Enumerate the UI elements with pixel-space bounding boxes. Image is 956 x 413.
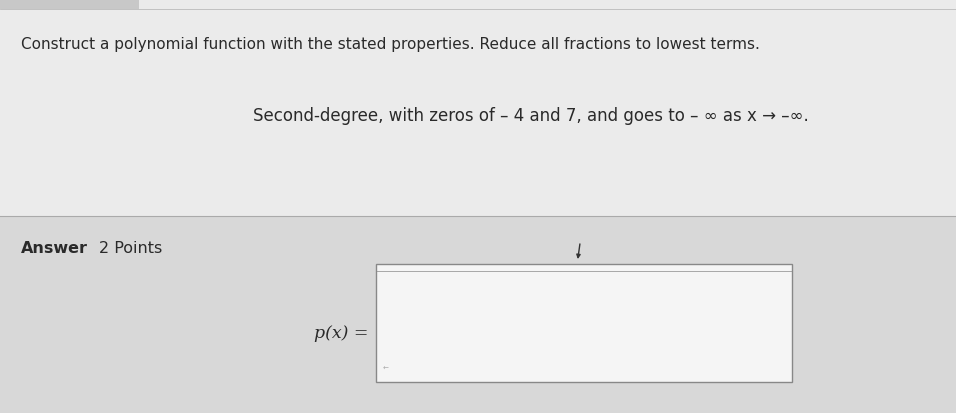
Text: ←: ← [382, 365, 388, 370]
Text: Construct a polynomial function with the stated properties. Reduce all fractions: Construct a polynomial function with the… [21, 37, 760, 52]
Bar [0, 0, 956, 217]
Text: 2 Points: 2 Points [99, 240, 163, 255]
Bar [376, 264, 792, 382]
Text: Answer: Answer [21, 240, 88, 255]
Bar [0, 0, 139, 10]
Text: p(x) =: p(x) = [314, 324, 368, 341]
Text: Second-degree, with zeros of – 4 and 7, and goes to – ∞ as x → –∞.: Second-degree, with zeros of – 4 and 7, … [252, 107, 809, 125]
